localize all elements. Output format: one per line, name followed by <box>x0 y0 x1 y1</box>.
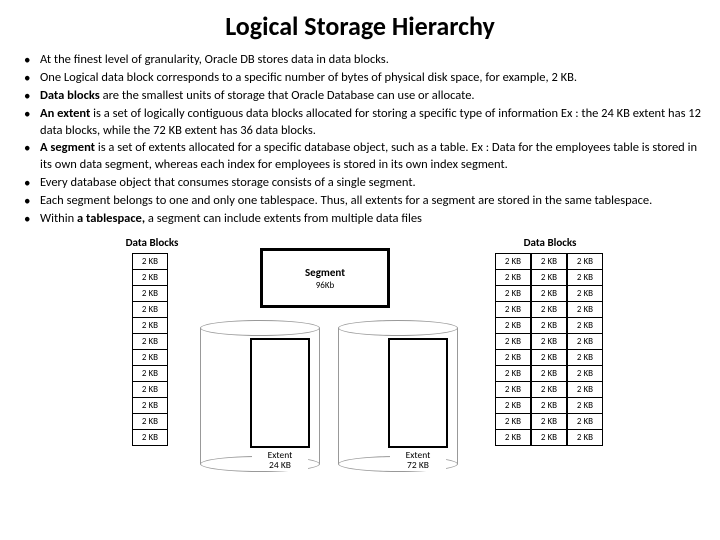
header-right: Data Blocks <box>495 236 605 249</box>
data-block-cell: 2 KB <box>567 285 603 302</box>
data-block-cell: 2 KB <box>531 285 567 302</box>
bullet-item: Data blocks are the smallest units of st… <box>18 88 702 105</box>
data-block-cell: 2 KB <box>567 413 603 430</box>
data-block-cell: 2 KB <box>132 365 168 382</box>
cyl2-extent-box <box>388 338 448 448</box>
data-block-cell: 2 KB <box>567 333 603 350</box>
data-block-cell: 2 KB <box>495 253 531 270</box>
data-block-cell: 2 KB <box>495 349 531 366</box>
cylinder-right: Data File Extent 72 KB <box>338 320 458 472</box>
data-block-cell: 2 KB <box>531 365 567 382</box>
bullet-item: Each segment belongs to one and only one… <box>18 193 702 210</box>
right-block-grid: 2 KB2 KB2 KB2 KB2 KB2 KB2 KB2 KB2 KB2 KB… <box>496 254 604 446</box>
segment-label: Segment <box>305 266 345 279</box>
cyl2-ext-bot: 72 KB <box>407 459 429 471</box>
cyl1-extent-box <box>250 338 310 448</box>
data-block-cell: 2 KB <box>495 381 531 398</box>
data-block-cell: 2 KB <box>567 253 603 270</box>
bullet-item: One Logical data block corresponds to a … <box>18 70 702 87</box>
segment-sub: 96Kb <box>316 280 335 291</box>
data-block-cell: 2 KB <box>531 429 567 446</box>
data-block-cell: 2 KB <box>132 253 168 270</box>
bullet-item: At the finest level of granularity, Orac… <box>18 52 702 69</box>
cyl1-ext-bot: 24 KB <box>269 459 291 471</box>
bullet-item: A segment is a set of extents allocated … <box>18 140 702 174</box>
data-block-cell: 2 KB <box>132 397 168 414</box>
data-block-cell: 2 KB <box>132 381 168 398</box>
data-block-cell: 2 KB <box>567 429 603 446</box>
data-block-cell: 2 KB <box>567 269 603 286</box>
cylinder-left: Data File Extent 24 KB <box>200 320 320 472</box>
data-block-cell: 2 KB <box>567 349 603 366</box>
data-block-cell: 2 KB <box>531 397 567 414</box>
data-block-cell: 2 KB <box>495 269 531 286</box>
data-block-cell: 2 KB <box>495 429 531 446</box>
diagram: Data Blocks Data Blocks 2 KB2 KB2 KB2 KB… <box>80 236 640 481</box>
data-block-cell: 2 KB <box>531 301 567 318</box>
data-block-cell: 2 KB <box>567 365 603 382</box>
data-block-cell: 2 KB <box>531 381 567 398</box>
data-block-cell: 2 KB <box>132 333 168 350</box>
bullet-item: Within a tablespace, a segment can inclu… <box>18 211 702 228</box>
segment-box: Segment 96Kb <box>260 248 390 308</box>
data-block-cell: 2 KB <box>531 349 567 366</box>
data-block-cell: 2 KB <box>132 269 168 286</box>
page-title: Logical Storage Hierarchy <box>18 10 702 42</box>
data-block-cell: 2 KB <box>531 253 567 270</box>
bullet-list: At the finest level of granularity, Orac… <box>18 52 702 228</box>
left-block-stack: 2 KB2 KB2 KB2 KB2 KB2 KB2 KB2 KB2 KB2 KB… <box>132 254 168 446</box>
bullet-item: An extent is a set of logically contiguo… <box>18 106 702 140</box>
data-block-cell: 2 KB <box>132 429 168 446</box>
data-block-cell: 2 KB <box>531 269 567 286</box>
data-block-cell: 2 KB <box>495 397 531 414</box>
data-block-cell: 2 KB <box>567 381 603 398</box>
header-left: Data Blocks <box>112 236 192 249</box>
data-block-cell: 2 KB <box>567 301 603 318</box>
data-block-cell: 2 KB <box>531 333 567 350</box>
data-block-cell: 2 KB <box>567 317 603 334</box>
data-block-cell: 2 KB <box>495 413 531 430</box>
data-block-cell: 2 KB <box>132 285 168 302</box>
data-block-cell: 2 KB <box>495 317 531 334</box>
data-block-cell: 2 KB <box>132 301 168 318</box>
data-block-cell: 2 KB <box>531 413 567 430</box>
data-block-cell: 2 KB <box>531 317 567 334</box>
data-block-cell: 2 KB <box>495 285 531 302</box>
bullet-item: Every database object that consumes stor… <box>18 175 702 192</box>
data-block-cell: 2 KB <box>495 301 531 318</box>
data-block-cell: 2 KB <box>132 349 168 366</box>
data-block-cell: 2 KB <box>495 333 531 350</box>
data-block-cell: 2 KB <box>495 365 531 382</box>
data-block-cell: 2 KB <box>132 413 168 430</box>
data-block-cell: 2 KB <box>567 397 603 414</box>
data-block-cell: 2 KB <box>132 317 168 334</box>
